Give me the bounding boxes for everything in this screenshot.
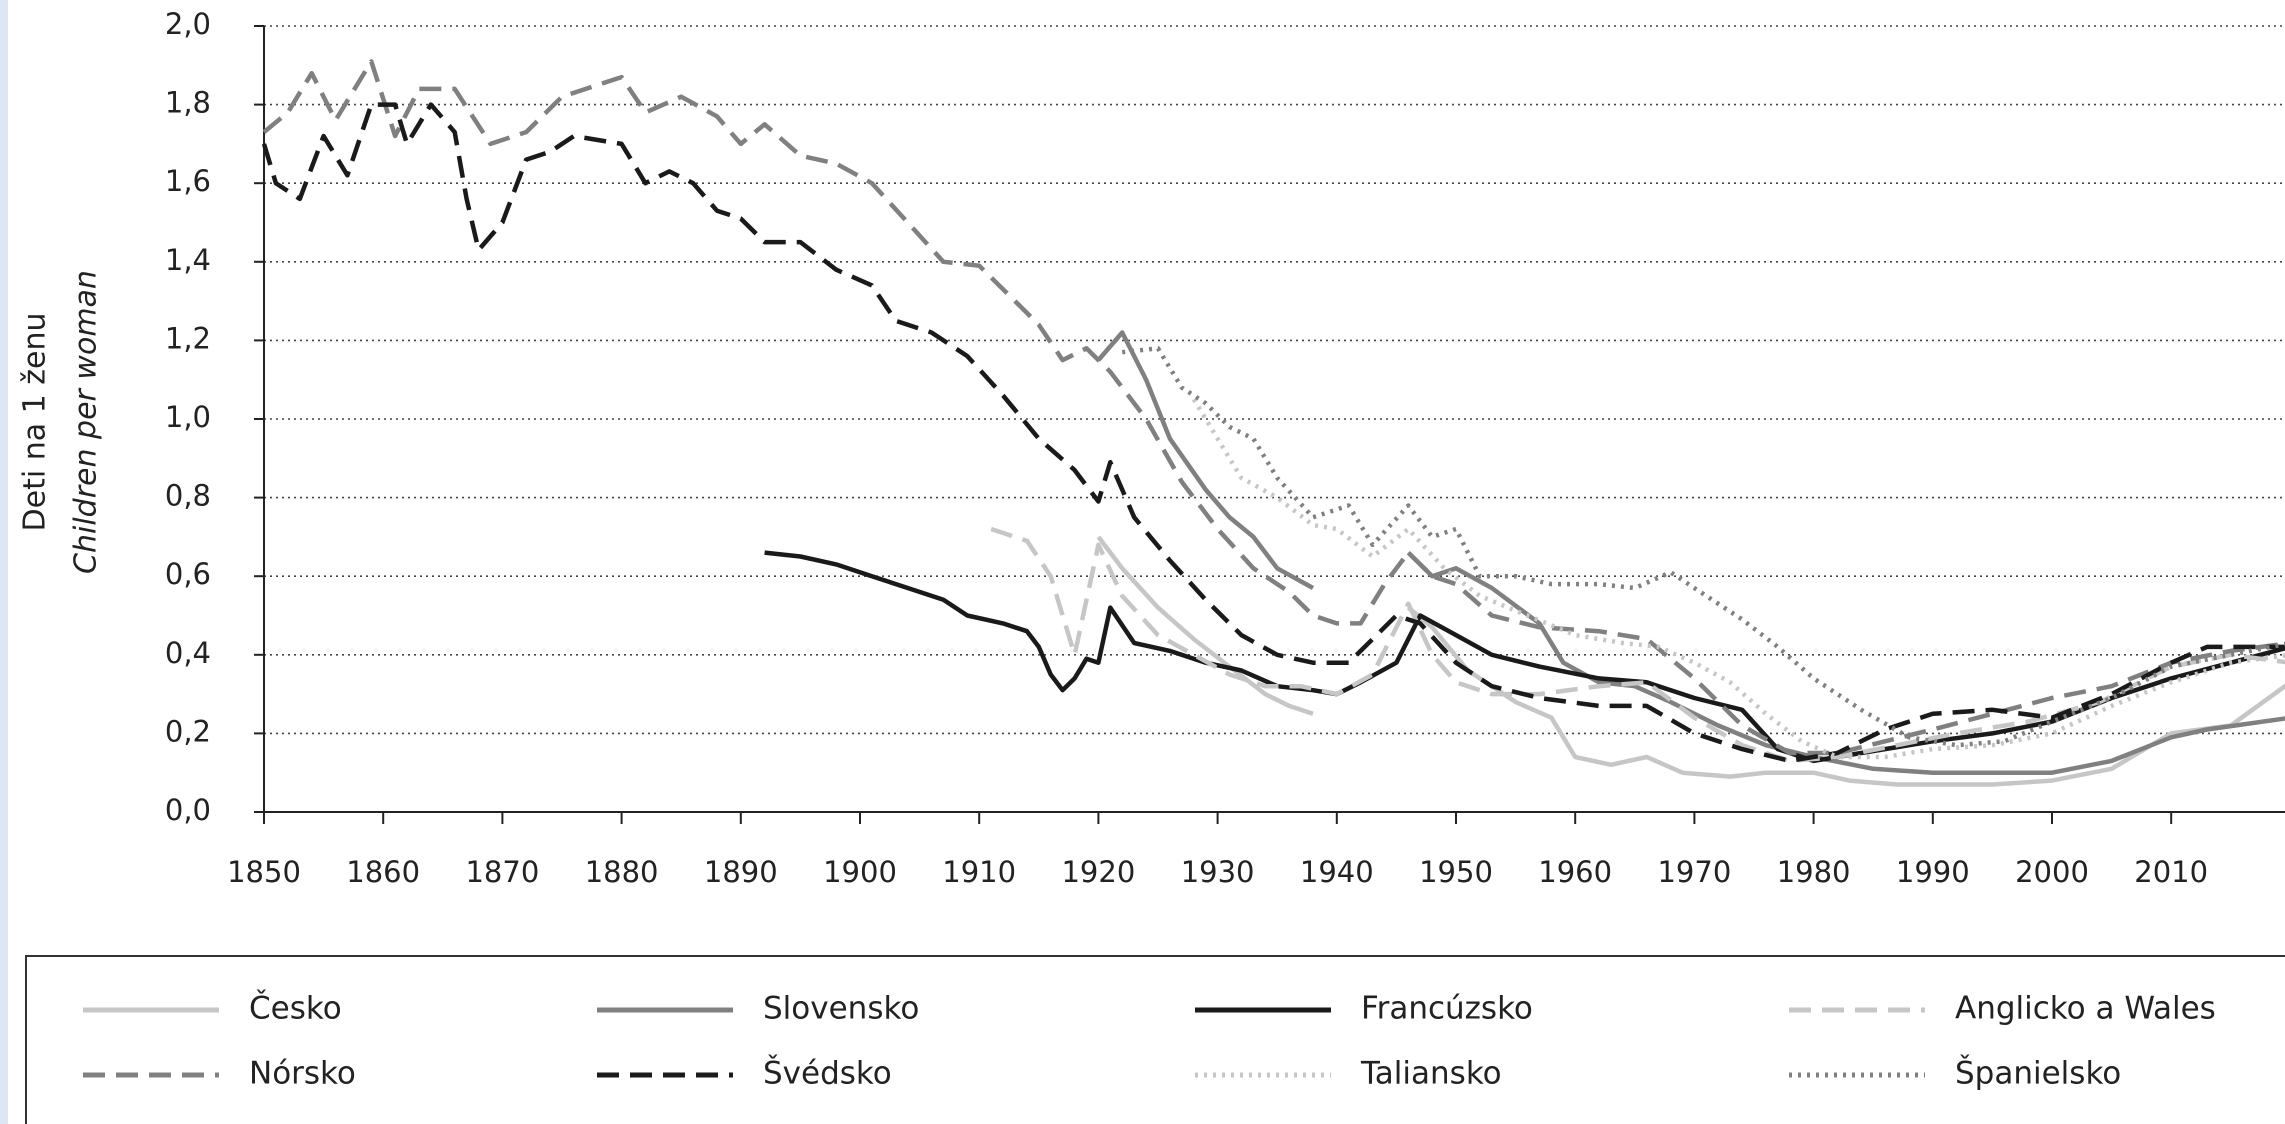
x-tick-label: 1900 — [823, 855, 897, 889]
legend-label: Anglicko a Wales — [1955, 991, 2216, 1027]
series-line — [262, 59, 2285, 756]
y-tick-label: 0,8 — [165, 479, 211, 513]
y-tick-label: 0,4 — [165, 636, 211, 670]
x-tick-label: 2000 — [2015, 855, 2089, 889]
legend-label: Španielsko — [1955, 1055, 2121, 1092]
series-line — [990, 526, 2285, 764]
series-line — [1096, 535, 2285, 787]
x-tick-label: 1850 — [227, 855, 301, 889]
legend-label: Švédsko — [763, 1055, 892, 1092]
x-tick-label: 1890 — [704, 855, 778, 889]
x-tick-label: 1970 — [1657, 855, 1731, 889]
y-axis-label-en: Children per woman — [69, 270, 104, 574]
x-tick-label: 1910 — [942, 855, 1016, 889]
x-tick-label: 1930 — [1181, 855, 1255, 889]
legend-label: Nórsko — [249, 1056, 356, 1092]
legend-box — [25, 955, 2285, 1124]
y-tick-label: 1,4 — [165, 243, 211, 277]
series-line — [764, 550, 2285, 764]
x-tick-label: 1920 — [1061, 855, 1135, 889]
legend-label: Česko — [249, 990, 342, 1027]
x-tick-label: 1870 — [465, 855, 539, 889]
y-tick-label: 1,8 — [165, 86, 211, 120]
legend-label: Taliansko — [1360, 1056, 1502, 1092]
x-tick-label: 1950 — [1419, 855, 1493, 889]
series-line — [1191, 398, 2285, 760]
y-tick-label: 1,0 — [165, 400, 211, 434]
y-tick-label: 0,0 — [165, 793, 211, 827]
y-tick-label: 1,6 — [165, 164, 211, 198]
x-tick-label: 1980 — [1777, 855, 1851, 889]
x-tick-label: 1940 — [1300, 855, 1374, 889]
y-tick-label: 1,2 — [165, 321, 211, 355]
x-tick-label: 2010 — [2134, 855, 2208, 889]
legend-label: Slovensko — [763, 991, 919, 1027]
series-line — [1096, 330, 2285, 775]
series-line — [261, 102, 2285, 764]
y-axis-label: Deti na 1 ženu — [18, 313, 53, 532]
y-tick-label: 2,0 — [165, 7, 211, 41]
y-tick-label: 0,2 — [165, 714, 211, 748]
legend-label: Francúzsko — [1361, 991, 1533, 1027]
frame-edge — [0, 0, 8, 1124]
x-tick-label: 1990 — [1896, 855, 1970, 889]
x-tick-label: 1860 — [346, 855, 420, 889]
y-tick-label: 0,6 — [165, 557, 211, 591]
x-tick-label: 1880 — [585, 855, 659, 889]
x-tick-label: 1960 — [1538, 855, 1612, 889]
